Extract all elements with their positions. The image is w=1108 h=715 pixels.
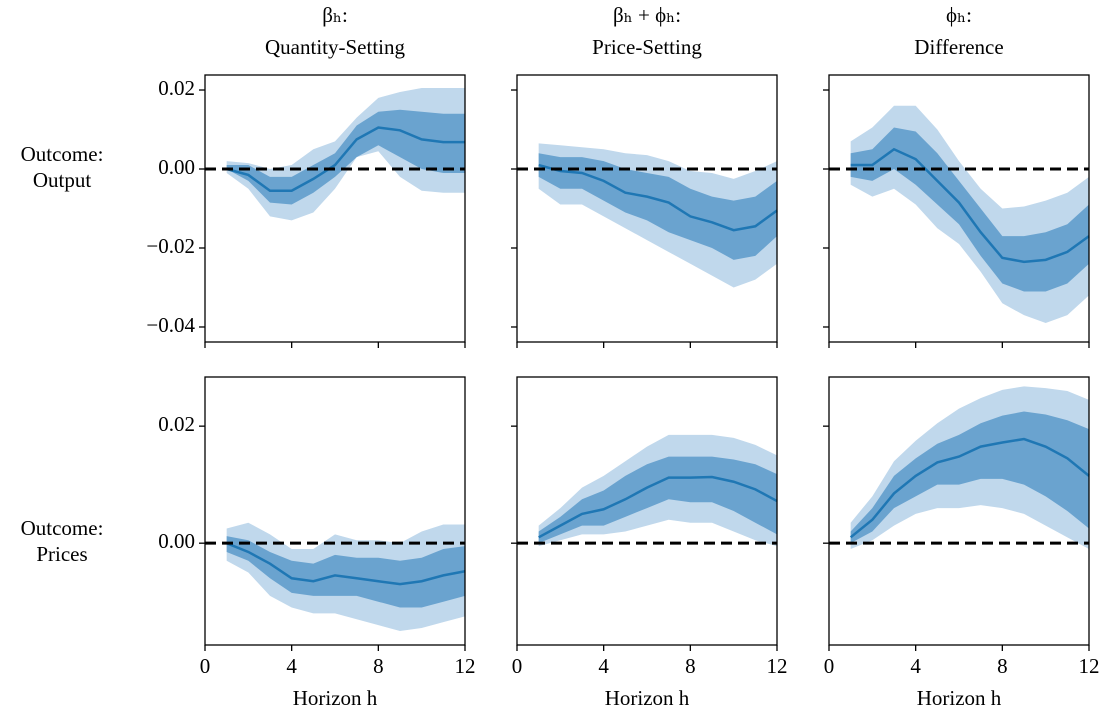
y-tick-label: 0.02 bbox=[158, 76, 195, 100]
band-inner bbox=[226, 536, 465, 608]
line bbox=[850, 147, 1090, 264]
row-label: Outcome: bbox=[21, 142, 104, 166]
panel-title: βₕ: bbox=[322, 3, 348, 27]
panel-title: βₕ + ϕₕ: bbox=[613, 3, 681, 27]
panel-title: Price-Setting bbox=[592, 35, 702, 59]
row-label: Output bbox=[33, 168, 92, 192]
band-inner bbox=[850, 411, 1089, 544]
x-tick-label: 8 bbox=[997, 654, 1008, 678]
axes-frame bbox=[516, 376, 778, 646]
x-axis-label: Horizon h bbox=[605, 686, 690, 710]
y-tick-label: −0.02 bbox=[146, 234, 195, 258]
y-tick-label: 0.02 bbox=[158, 412, 195, 436]
panel-title: Quantity-Setting bbox=[265, 35, 405, 59]
row-label: Outcome: bbox=[21, 516, 104, 540]
y-tick-label: 0.00 bbox=[158, 155, 195, 179]
x-tick-label: 12 bbox=[455, 654, 476, 678]
axes-frame bbox=[828, 376, 1090, 646]
x-tick-label: 0 bbox=[200, 654, 211, 678]
line bbox=[226, 126, 465, 192]
y-tick-label: 0.00 bbox=[158, 529, 195, 553]
line bbox=[538, 475, 778, 539]
x-tick-label: 0 bbox=[824, 654, 835, 678]
x-tick-label: 4 bbox=[598, 654, 609, 678]
row-label: Prices bbox=[36, 542, 87, 566]
line bbox=[226, 542, 466, 586]
x-tick-label: 0 bbox=[512, 654, 523, 678]
x-tick-label: 4 bbox=[910, 654, 921, 678]
axes-frame bbox=[516, 74, 778, 343]
x-tick-label: 8 bbox=[373, 654, 384, 678]
panel-title: ϕₕ: bbox=[946, 3, 972, 27]
panel-title: Difference bbox=[914, 35, 1003, 59]
line bbox=[849, 437, 1090, 539]
x-tick-label: 12 bbox=[767, 654, 788, 678]
x-tick-label: 12 bbox=[1079, 654, 1100, 678]
x-tick-label: 8 bbox=[685, 654, 696, 678]
y-tick-label: −0.04 bbox=[146, 313, 195, 337]
axes-frame bbox=[204, 74, 466, 343]
axes-frame bbox=[204, 376, 466, 646]
band-inner bbox=[850, 127, 1089, 292]
x-axis-label: Horizon h bbox=[293, 686, 378, 710]
x-tick-label: 4 bbox=[286, 654, 297, 678]
x-axis-label: Horizon h bbox=[917, 686, 1002, 710]
line bbox=[538, 163, 778, 232]
axes-frame bbox=[828, 74, 1090, 343]
